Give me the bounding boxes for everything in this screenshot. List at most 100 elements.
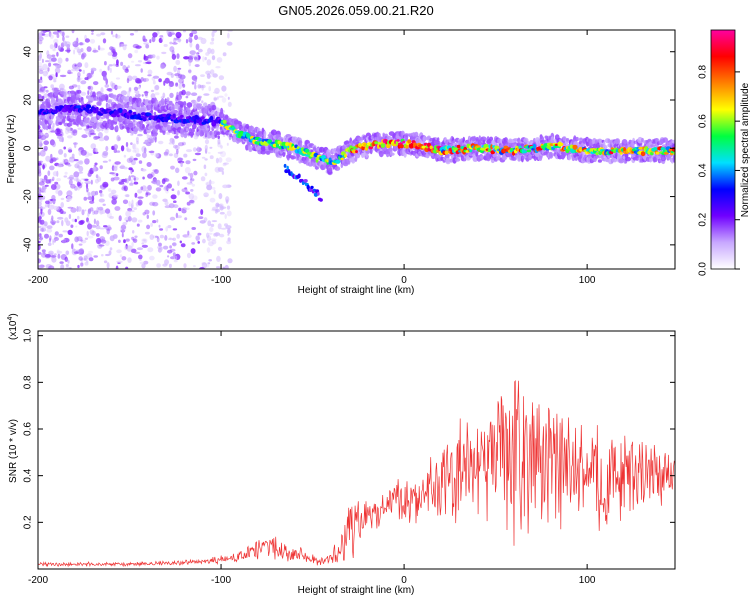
spectrogram-noise-mark [67, 176, 74, 180]
spectrogram-noise-mark [156, 235, 159, 239]
spectrogram-noise-mark [72, 129, 78, 134]
spectrogram-noise-mark [58, 30, 63, 34]
spectrogram-noise-mark [204, 56, 207, 61]
spectrogram-ridge-halo [312, 147, 316, 151]
spectrogram-ridge-halo [268, 149, 274, 154]
spectrogram-noise-mark [50, 184, 57, 190]
spectrogram-noise-mark [148, 150, 155, 154]
spectrogram-noise-mark [67, 135, 73, 139]
spectrogram-ridge-halo [414, 131, 419, 138]
spectrogram-ridge-halo [50, 113, 54, 120]
spectrogram-ridge-halo [63, 91, 67, 97]
spectrogram-noise-mark [48, 75, 53, 81]
spectrogram-noise-mark [158, 242, 162, 247]
spectrogram-noise-mark [115, 77, 121, 80]
spectrogram-noise-mark [211, 31, 215, 38]
spectrogram-noise-mark [168, 263, 172, 268]
spectrogram-noise-mark [83, 128, 90, 131]
spectrogram-ridge-halo [461, 158, 467, 162]
spectrogram-noise-mark [56, 250, 63, 254]
spectrogram-noise-mark [141, 94, 144, 97]
spectrogram-noise-mark [185, 160, 191, 165]
spectrogram-noise-mark [40, 30, 46, 35]
spectrogram-noise-mark [68, 85, 74, 90]
spectrogram-noise-mark [124, 68, 129, 73]
spectrogram-noise-mark [144, 90, 149, 97]
spectrogram-noise-mark [53, 79, 57, 83]
spectrogram-noise-mark [179, 240, 182, 244]
spectrogram-noise-mark [67, 69, 72, 75]
spectrogram-ridge-mark [180, 114, 184, 118]
spectrogram-noise-mark [173, 65, 178, 72]
spectrogram-noise-mark [169, 41, 173, 45]
spectrogram-x-tick-label: 0 [401, 275, 407, 286]
spectrogram-noise-mark [113, 165, 118, 172]
spectrogram-noise-mark [40, 76, 43, 81]
spectrogram-ridge-halo [672, 154, 675, 160]
spectrogram-ridge-halo [69, 115, 75, 120]
spectrogram-ridge-mark [487, 148, 492, 152]
spectrogram-noise-mark [166, 30, 170, 35]
spectrogram-noise-mark [73, 159, 79, 162]
spectrogram-noise-mark [54, 67, 61, 74]
spectrogram-noise-mark [188, 68, 192, 74]
spectrogram-ridge-halo [113, 117, 119, 121]
spectrogram-ridge-halo [142, 124, 145, 129]
spectrogram-noise-mark [211, 220, 218, 223]
spectrogram-noise-mark [159, 35, 164, 38]
spectrogram-ridge-halo [539, 154, 543, 162]
spectrogram-noise-mark [163, 245, 169, 250]
spectrogram-noise-mark [96, 33, 102, 37]
spectrogram-noise-mark [77, 171, 84, 174]
spectrogram-noise-mark [53, 237, 60, 241]
spectrogram-noise-mark [142, 239, 146, 242]
spectrogram-noise-mark [120, 164, 125, 168]
spectrogram-noise-mark [186, 234, 192, 239]
spectrogram-noise-mark [56, 51, 59, 57]
spectrogram-noise-mark [132, 230, 135, 234]
spectrogram-noise-mark [105, 145, 109, 152]
spectrogram-noise-mark [63, 158, 69, 165]
spectrogram-noise-mark [80, 239, 87, 244]
spectrogram-noise-mark [145, 92, 148, 99]
spectrogram-noise-mark [222, 52, 227, 57]
spectrogram-noise-mark [206, 73, 211, 79]
spectrogram-noise-mark [205, 52, 210, 56]
spectrogram-noise-mark [85, 183, 89, 189]
spectrogram-noise-mark [139, 261, 146, 265]
spectrogram-y-label: Frequency (Hz) [6, 115, 17, 184]
spectrogram-noise-mark [73, 251, 79, 254]
spectrogram-noise-mark [217, 138, 221, 145]
spectrogram-noise-mark [47, 198, 53, 205]
spectrogram-ridge-halo [38, 115, 41, 120]
spectrogram-ridge-halo [68, 121, 73, 127]
spectrogram-noise-mark [116, 59, 119, 66]
spectrogram-ridge-halo [282, 152, 286, 157]
spectrogram-noise-mark [161, 178, 166, 185]
spectrogram-ridge-halo [92, 91, 96, 98]
spectrogram-noise-mark [101, 254, 104, 257]
spectrogram-noise-mark [143, 55, 149, 61]
spectrogram-ridge-mark [521, 150, 528, 154]
spectrogram-noise-mark [114, 206, 121, 211]
spectrogram-noise-mark [105, 208, 111, 214]
spectrogram-noise-mark [222, 184, 229, 189]
spectrogram-noise-mark [204, 158, 208, 161]
spectrogram-noise-mark [65, 126, 72, 131]
spectrogram-noise-mark [66, 44, 71, 49]
spectrogram-noise-mark [169, 92, 174, 98]
spectrogram-noise-mark [80, 258, 84, 262]
spectrogram-noise-mark [152, 194, 158, 199]
spectrogram-y-ticks: -40 -20 0 20 40 [23, 46, 675, 252]
spectrogram-noise-mark [188, 193, 195, 200]
spectrogram-ridge-halo [90, 116, 94, 123]
spectrogram-noise-mark [170, 194, 177, 200]
spectrogram-noise-mark [207, 262, 211, 265]
spectrogram-noise-mark [195, 235, 200, 242]
spectrogram-noise-mark [80, 262, 84, 267]
spectrogram-ridge-halo [67, 112, 72, 116]
spectrogram-ridge-halo [107, 99, 113, 103]
spectrogram-noise-mark [47, 67, 50, 72]
spectrogram-noise-mark [52, 77, 57, 80]
spectrogram-noise-mark [77, 186, 80, 191]
